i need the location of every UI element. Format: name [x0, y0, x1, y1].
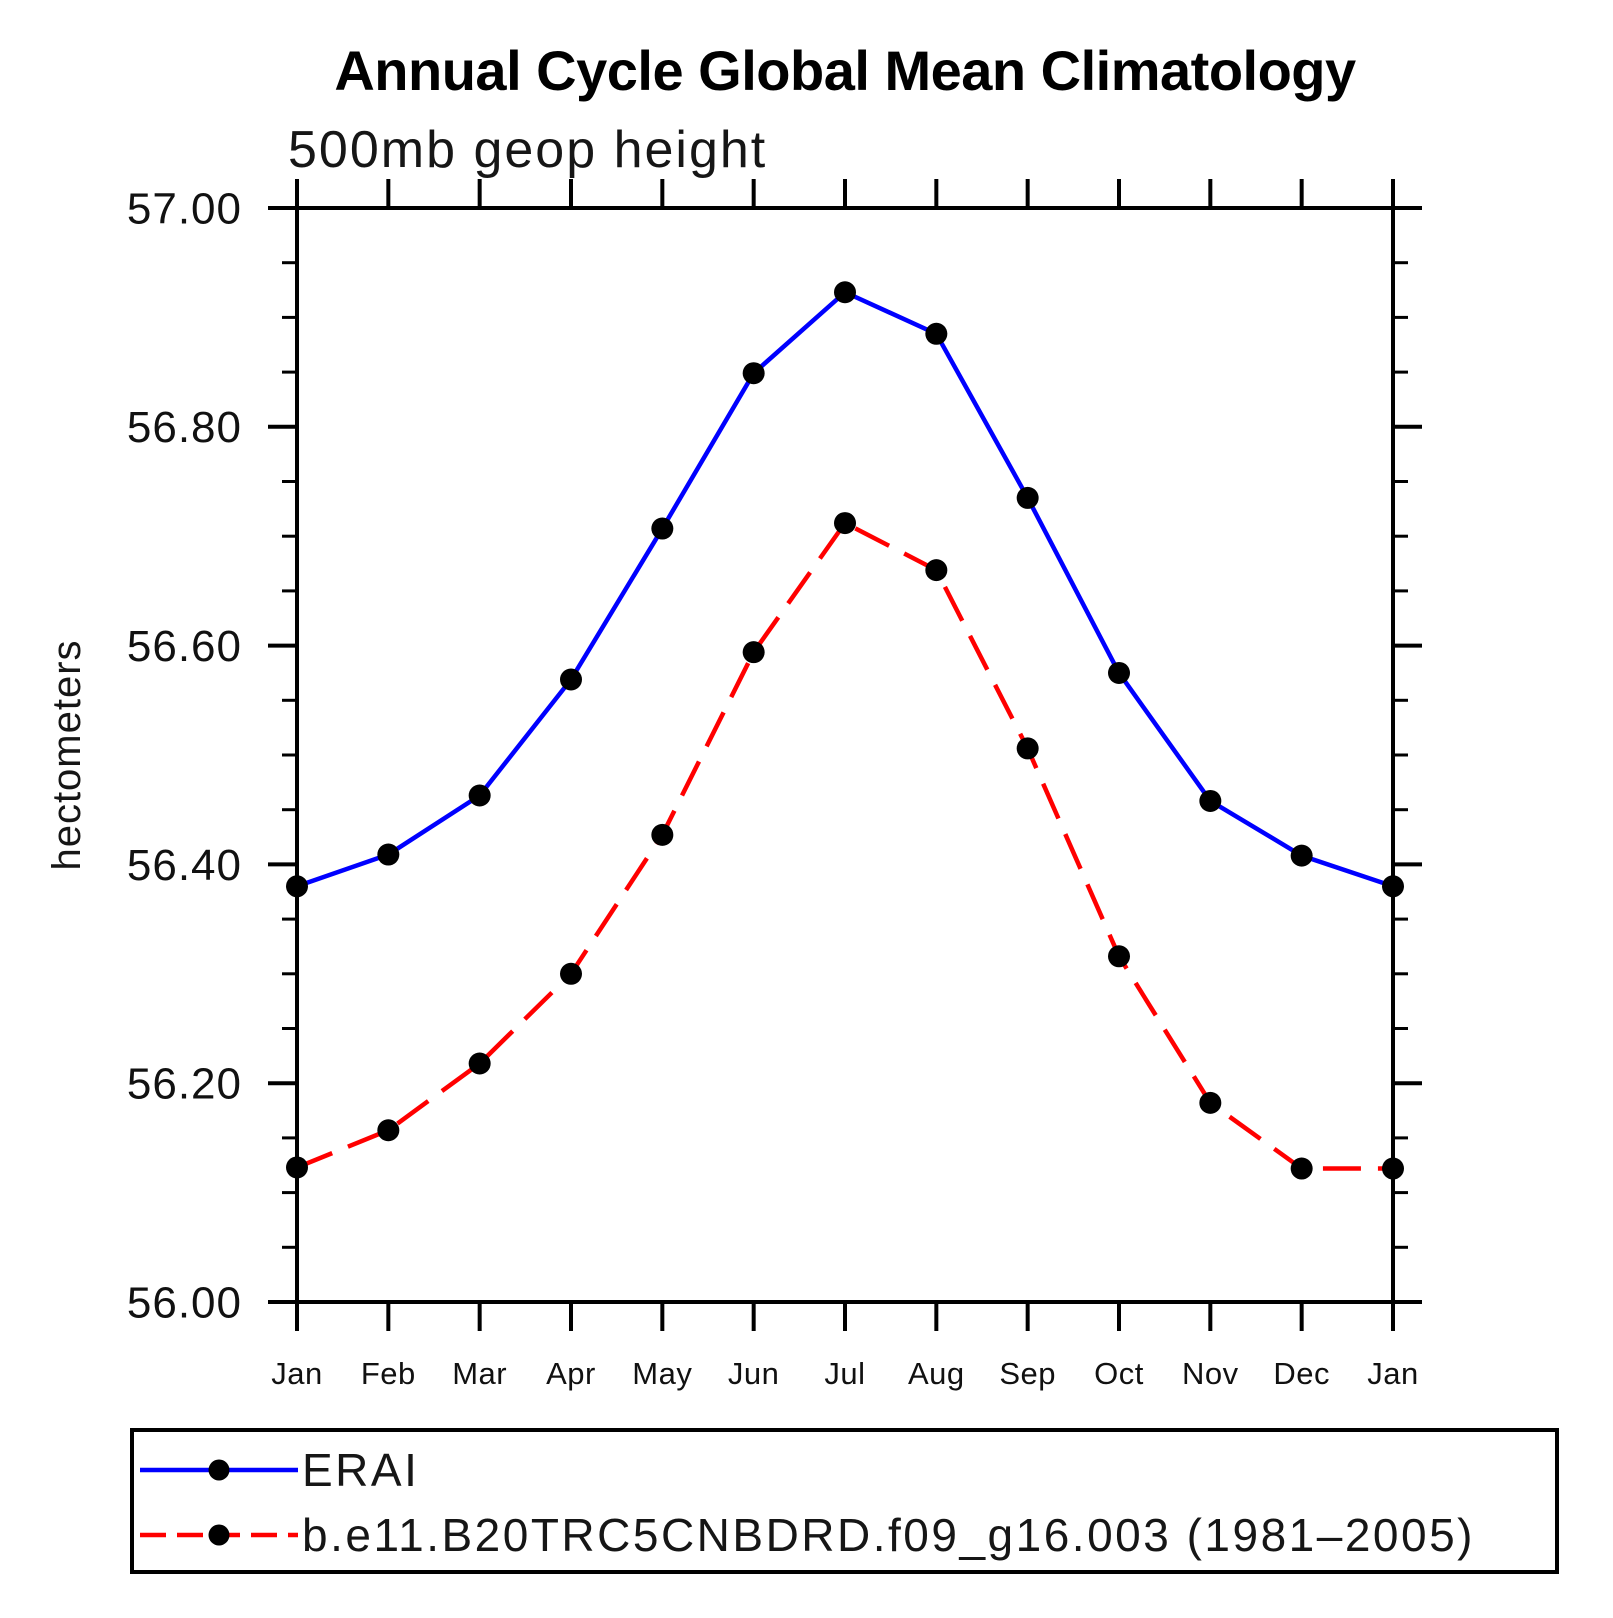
- legend-border: [130, 1428, 1559, 1574]
- x-tick-label: Apr: [546, 1356, 596, 1391]
- y-tick-label: 56.20: [127, 1060, 242, 1109]
- x-tick-label: May: [632, 1356, 692, 1391]
- data-series: [286, 281, 1404, 1180]
- data-point-marker: [651, 823, 674, 846]
- data-point-marker: [1016, 486, 1039, 509]
- data-point-marker: [925, 322, 948, 345]
- x-tick-label: Oct: [1094, 1356, 1144, 1391]
- data-point-marker: [1108, 661, 1130, 684]
- legend-entry-label: ERAI: [302, 1444, 419, 1496]
- data-point-marker: [742, 362, 765, 385]
- data-point-marker: [651, 517, 674, 540]
- series-line-model: [296, 520, 1393, 1171]
- x-tick-label: Jan: [1367, 1356, 1418, 1391]
- data-point-marker: [742, 641, 765, 664]
- data-point-marker: [1108, 945, 1130, 968]
- data-point-marker: [1382, 875, 1404, 898]
- data-point-marker: [377, 1119, 400, 1142]
- data-point-marker: [1016, 737, 1039, 760]
- legend-sample-marker: [208, 1459, 230, 1481]
- data-point-marker: [560, 962, 582, 985]
- x-tick-label: Aug: [908, 1356, 965, 1391]
- x-tick-label: Sep: [999, 1356, 1056, 1391]
- chart-subtitle: 500mb geop height: [288, 121, 767, 179]
- series-line-erai: [296, 289, 1394, 889]
- data-point-marker: [834, 281, 856, 304]
- x-tick-label: Nov: [1182, 1356, 1239, 1391]
- data-point-marker: [286, 1156, 308, 1179]
- data-point-marker: [1199, 1091, 1222, 1114]
- y-tick-label: 56.80: [127, 403, 242, 452]
- data-point-marker: [468, 1052, 491, 1075]
- x-tick-label: Feb: [361, 1356, 416, 1391]
- x-tick-label: Jun: [728, 1356, 779, 1391]
- y-axis-title: hectometers: [45, 639, 89, 870]
- legend-entry-label: b.e11.B20TRC5CNBDRD.f09_g16.003 (1981–20…: [302, 1509, 1475, 1561]
- y-tick-label: 56.60: [127, 622, 242, 671]
- y-tick-label: 56.00: [127, 1278, 242, 1327]
- chart-title: Annual Cycle Global Mean Climatology: [334, 39, 1356, 102]
- data-point-marker: [560, 668, 582, 691]
- data-point-marker: [1290, 844, 1313, 867]
- data-point-marker: [925, 559, 948, 582]
- x-tick-label: Dec: [1273, 1356, 1330, 1391]
- data-point-marker: [834, 512, 856, 535]
- data-point-marker: [1382, 1157, 1404, 1180]
- legend-sample-marker: [208, 1524, 230, 1546]
- x-tick-label: Jan: [271, 1356, 322, 1391]
- y-tick-label: 57.00: [127, 184, 242, 233]
- data-point-marker: [1199, 789, 1222, 812]
- x-tick-label: Mar: [452, 1356, 507, 1391]
- y-tick-label: 56.40: [127, 841, 242, 890]
- data-point-marker: [468, 784, 491, 807]
- x-tick-label: Jul: [824, 1356, 865, 1391]
- data-point-marker: [286, 875, 308, 898]
- data-point-marker: [1290, 1157, 1313, 1180]
- data-point-marker: [377, 843, 400, 866]
- legend-box: ERAI b.e11.B20TRC5CNBDRD.f09_g16.003 (198…: [130, 1428, 1559, 1574]
- axes: Jan Feb Mar Apr May Jun Jul Aug Sep Oct Nov Dec Jan 5…: [127, 179, 1422, 1391]
